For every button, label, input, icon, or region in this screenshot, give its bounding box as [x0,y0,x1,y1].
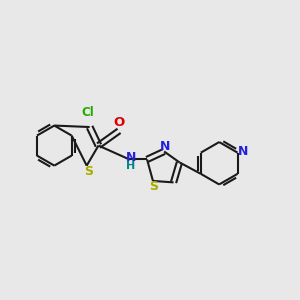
Text: N: N [126,152,136,164]
Text: N: N [238,145,248,158]
Text: N: N [160,140,170,153]
Text: Cl: Cl [81,106,94,119]
Text: O: O [113,116,125,129]
Text: H: H [126,161,136,171]
Text: S: S [84,165,93,178]
Text: S: S [149,180,158,193]
